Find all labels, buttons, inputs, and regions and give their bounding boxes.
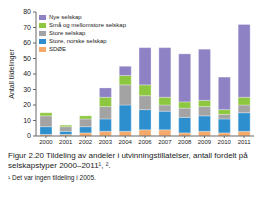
svg-text:50: 50 (23, 55, 31, 62)
html-text:¹ Det var ingen tildeling i 20: ¹ Det var ingen tildeling i 2005. (8, 174, 96, 181)
svg-text:40: 40 (23, 70, 31, 77)
svg-text:2007: 2007 (158, 139, 172, 145)
svg-text:2003: 2003 (99, 139, 113, 145)
svg-text:2009: 2009 (198, 139, 212, 145)
svg-text:70: 70 (23, 24, 31, 31)
svg-text:2004: 2004 (119, 139, 133, 145)
svg-text:2008: 2008 (178, 139, 192, 145)
svg-text:2006: 2006 (138, 139, 152, 145)
svg-text:10: 10 (23, 117, 31, 124)
html-text:Figur 2.20 Tildeling av andele: Figur 2.20 Tildeling av andeler i utvinn… (8, 151, 248, 170)
svg-text:2001: 2001 (59, 139, 73, 145)
svg-text:60: 60 (23, 39, 31, 46)
html-text:Store, norske selskap: Store, norske selskap (49, 38, 107, 44)
html-text:SDØE: SDØE (49, 46, 66, 52)
svg-text:0: 0 (27, 132, 31, 139)
svg-text:2010: 2010 (218, 139, 232, 145)
svg-text:2002: 2002 (79, 139, 93, 145)
svg-text:2000: 2000 (39, 139, 53, 145)
html-text:Store selskap: Store selskap (49, 30, 86, 36)
svg-text:20: 20 (23, 101, 31, 108)
svg-text:30: 30 (23, 86, 31, 93)
svg-text:Antall tildelinger: Antall tildelinger (8, 49, 16, 99)
html-text:Nye selskap: Nye selskap (49, 14, 82, 20)
svg-text:80: 80 (23, 8, 31, 15)
svg-text:2011: 2011 (238, 139, 252, 145)
html-text:Små og mellomstore selskap: Små og mellomstore selskap (49, 22, 126, 28)
